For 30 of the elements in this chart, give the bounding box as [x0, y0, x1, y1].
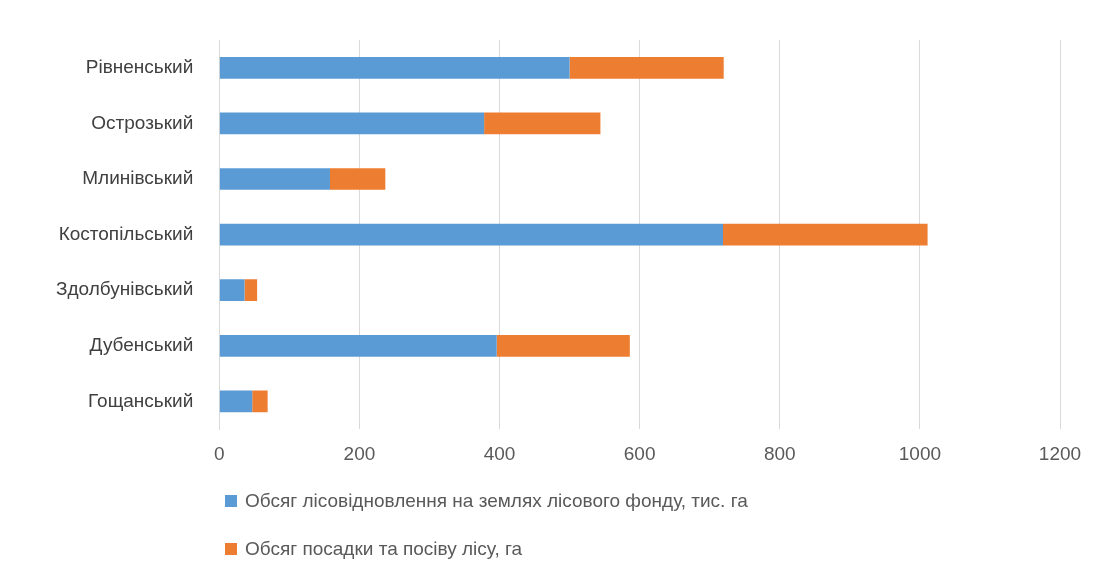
bar: [496, 334, 630, 357]
x-tick-label: 600: [623, 442, 656, 464]
bar: [219, 223, 724, 246]
y-tick-label: Млинівський: [82, 167, 194, 189]
x-tick-label: 1000: [898, 442, 942, 464]
x-tick-label: 0: [214, 442, 225, 464]
bar: [569, 56, 724, 79]
bar: [244, 279, 258, 302]
legend-label: Обсяг лісовідновлення на землях лісового фонду, тис. га: [245, 490, 748, 512]
bar: [219, 390, 253, 413]
bar: [219, 56, 570, 79]
bar: [219, 112, 485, 135]
y-tick-label: Острозький: [91, 111, 194, 133]
x-tick-label: 400: [483, 442, 516, 464]
bar: [484, 112, 601, 135]
x-tick-label: 200: [343, 442, 376, 464]
bar: [329, 168, 386, 190]
bar: [219, 334, 497, 357]
bar: [219, 168, 330, 190]
bar: [723, 223, 928, 246]
bar: [219, 279, 245, 302]
x-tick-label: 1200: [1038, 442, 1082, 464]
y-tick-label: Дубенський: [89, 334, 194, 356]
x-tick-label: 800: [763, 442, 796, 464]
y-tick-label: Костопільський: [58, 222, 194, 244]
y-tick-label: Здолбунівський: [56, 278, 194, 300]
bar: [252, 390, 268, 413]
y-tick-label: Гощанський: [88, 389, 194, 411]
legend-label: Обсяг посадки та посіву лісу, га: [245, 538, 523, 560]
y-tick-label: Рівненський: [85, 56, 194, 78]
